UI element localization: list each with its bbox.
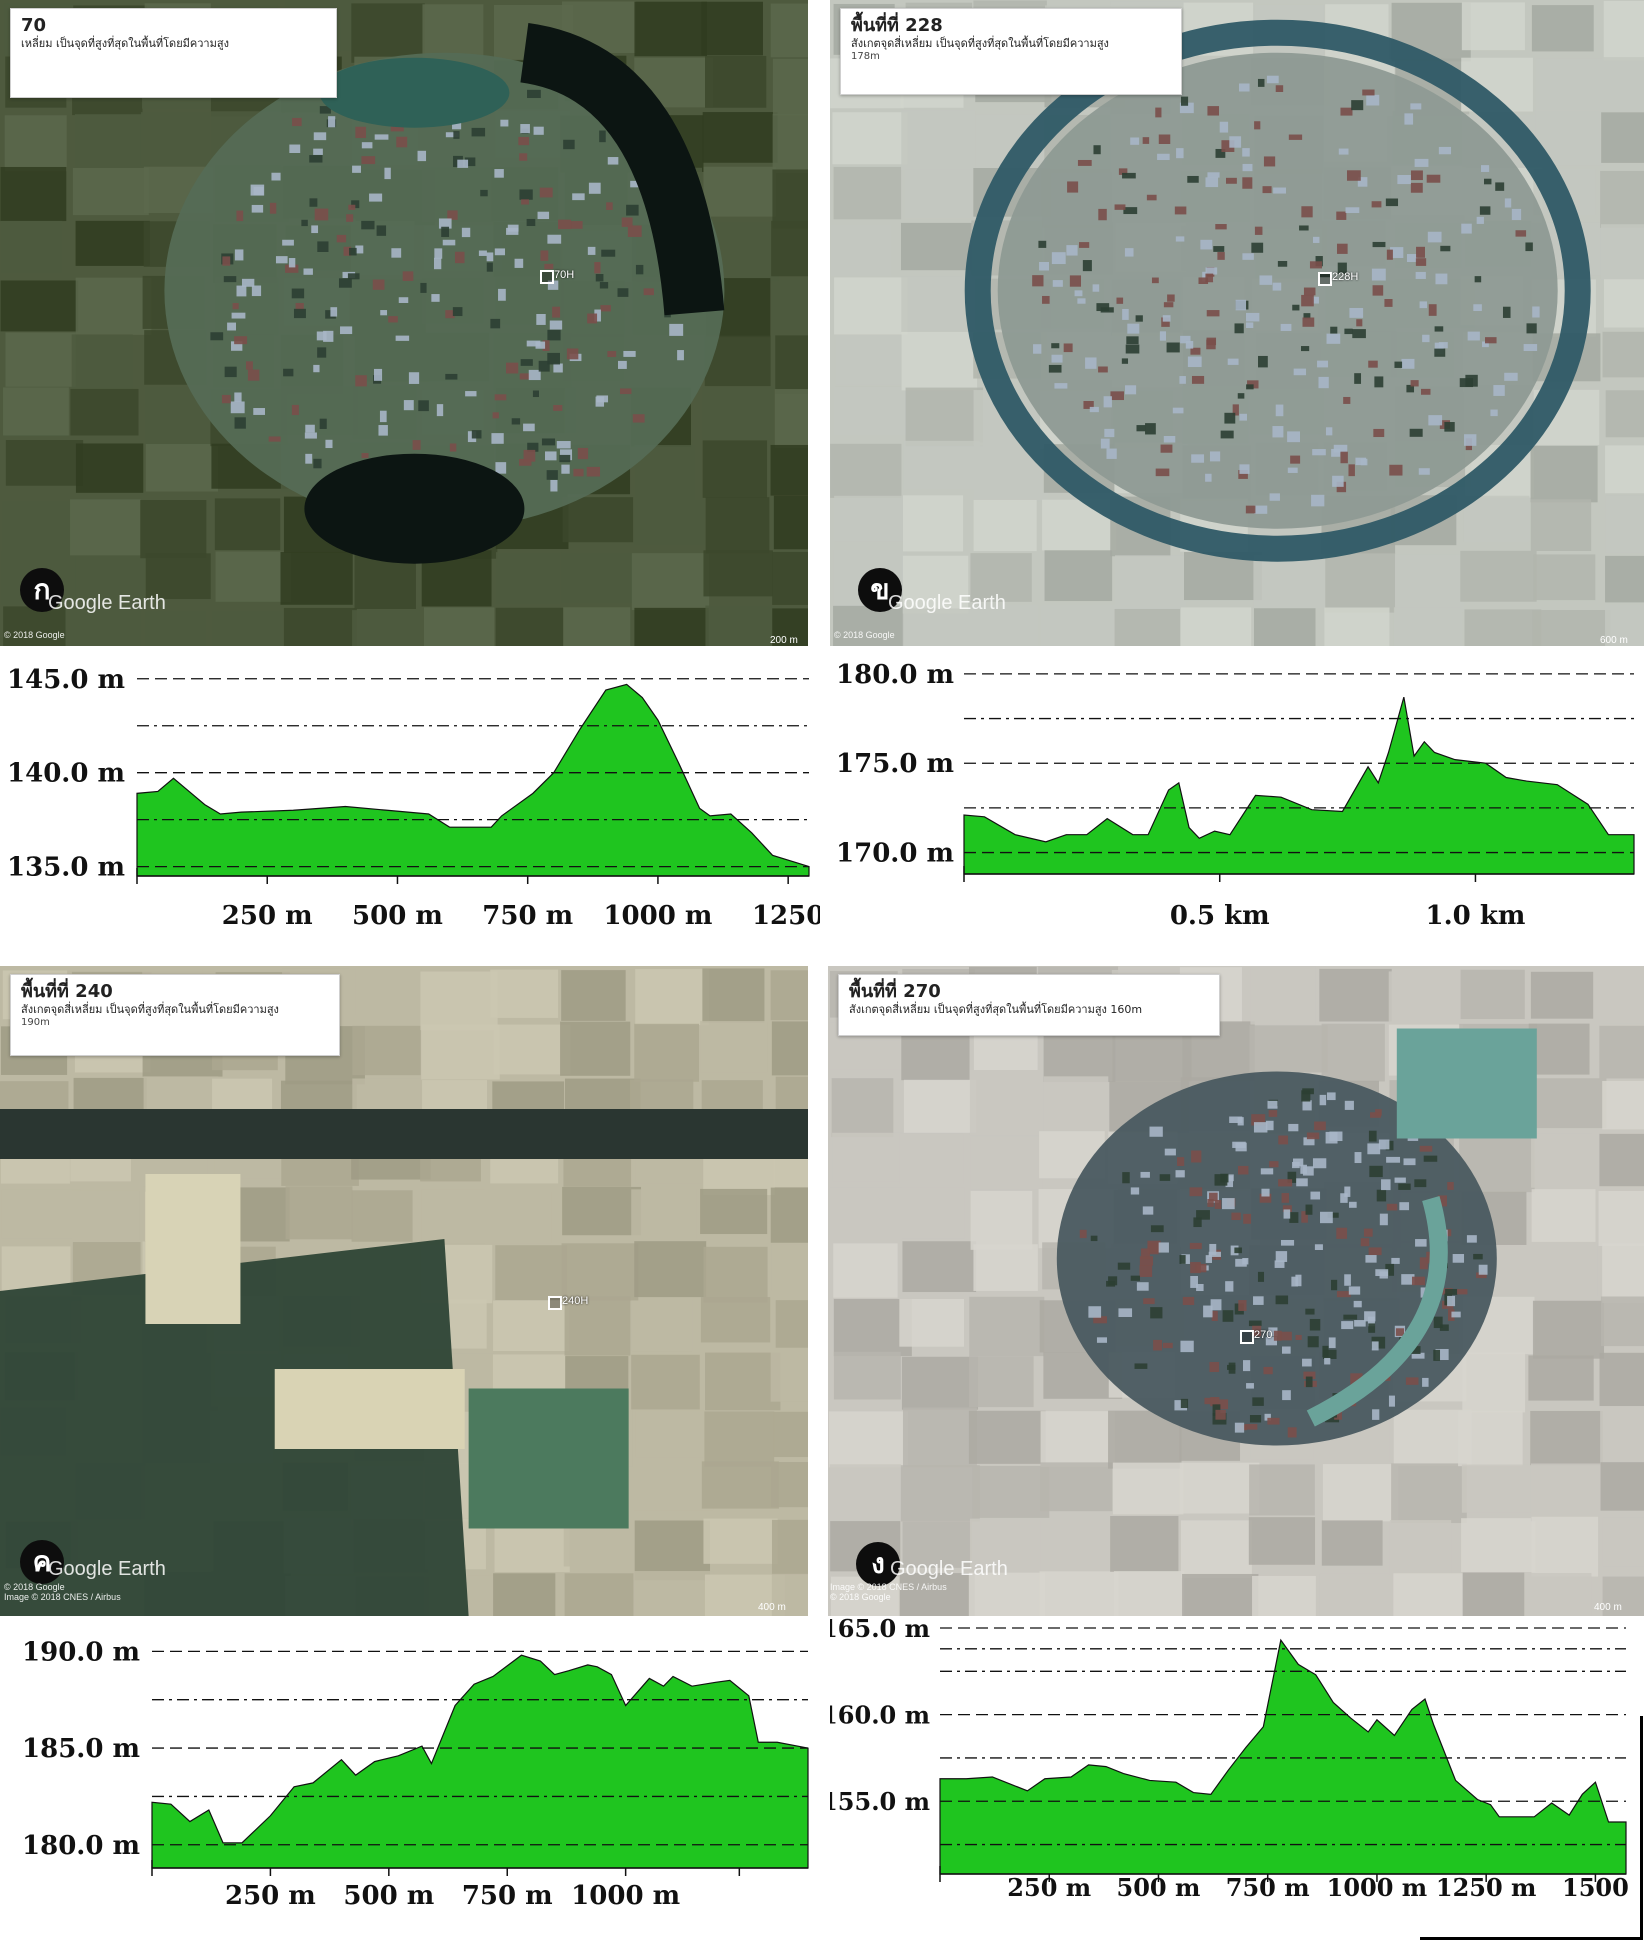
google-earth-watermark: Google Earth <box>890 1558 1008 1580</box>
summit-marker-icon <box>540 270 554 284</box>
elevation-profile-chart-ngo: 250 m 500 m 750 m 1000 m 1250 m 1500 165.0 m 16… <box>821 1614 1644 1946</box>
elevation-area-series <box>136 683 810 877</box>
area-description: สังเกตจุดสี่เหลี่ยม เป็นจุดที่สูงที่สุดใ… <box>849 1003 1143 1016</box>
x-tick-label: 250 m <box>1007 1873 1091 1902</box>
elevation-area-series <box>963 696 1635 875</box>
x-tick-label: 500 m <box>343 1881 434 1911</box>
google-earth-watermark: Google Earth <box>888 592 1006 614</box>
height-note: 190m <box>21 1017 50 1028</box>
x-tick-label: 1000 m <box>571 1881 680 1911</box>
x-tick-label: 500 m <box>1117 1873 1201 1902</box>
y-tick-label: 175.0 m <box>836 749 954 779</box>
height-note: 178m <box>851 51 880 62</box>
y-tick-label: 165.0 m <box>830 1618 930 1643</box>
map-scale-label: 600 m <box>1600 635 1628 646</box>
map-scale-label: 400 m <box>758 1602 786 1613</box>
area-title: 70 <box>21 15 47 36</box>
google-earth-watermark: Google Earth <box>48 592 166 614</box>
y-tick-label: 145.0 m <box>7 665 125 695</box>
area-title: พื้นที่ที่ 228 <box>851 15 943 36</box>
x-tick-label: 250 m <box>222 901 313 931</box>
y-tick-label: 170.0 m <box>836 839 954 869</box>
map-scale-label: 200 m <box>770 635 798 646</box>
satellite-image-kho: พื้นที่ที่ 228 สังเกตจุดสี่เหลี่ยม เป็นจุ… <box>830 0 1644 646</box>
imagery-copyright: Image © 2018 CNES / Airbus <box>830 1582 947 1592</box>
y-tick-label: 155.0 m <box>830 1787 930 1816</box>
imagery-copyright: Image © 2018 CNES / Airbus <box>4 1592 121 1602</box>
area-description: สังเกตจุดสี่เหลี่ยม เป็นจุดที่สูงที่สุดใ… <box>851 37 1109 50</box>
elevation-area-series <box>151 1654 809 1869</box>
area-description: เหลี่ยม เป็นจุดที่สูงที่สุดในพื้นที่โดยม… <box>21 37 229 50</box>
area-title: พื้นที่ที่ 240 <box>21 981 113 1002</box>
panel-label-badge: ง <box>856 1542 900 1586</box>
info-box: พื้นที่ที่ 240 สังเกตจุดสี่เหลี่ยม เป็นจุ… <box>10 974 340 1056</box>
x-tick-label: 1500 <box>1562 1873 1629 1902</box>
summit-marker-icon <box>548 1296 562 1310</box>
satellite-image-ka: 70 เหลี่ยม เป็นจุดที่สูงที่สุดในพื้นที่โด… <box>0 0 808 646</box>
satellite-imagery-d <box>828 966 1644 1616</box>
imagery-copyright: © 2018 Google <box>4 1582 65 1592</box>
satellite-image-ngo: พื้นที่ที่ 270 สังเกตจุดสี่เหลี่ยม เป็นจุ… <box>828 966 1644 1616</box>
info-box: พื้นที่ที่ 228 สังเกตจุดสี่เหลี่ยม เป็นจุ… <box>840 8 1182 95</box>
elevation-profile-chart-ka: 250 m 500 m 750 m 1000 m 1250 145.0 m 140.0 m 1… <box>0 648 824 938</box>
x-tick-label: 1.0 km <box>1426 901 1526 931</box>
summit-marker-label: 270 <box>1254 1329 1273 1341</box>
y-tick-label: 180.0 m <box>22 1831 140 1861</box>
x-tick-label: 750 m <box>482 901 573 931</box>
panel-label-badge: ข <box>858 568 902 612</box>
x-tick-label: 500 m <box>352 901 443 931</box>
x-tick-label: 1250 <box>752 901 820 931</box>
x-tick-label: 250 m <box>225 1881 316 1911</box>
satellite-imagery-a <box>0 0 808 646</box>
summit-marker-icon <box>1318 272 1332 286</box>
elevation-profile-chart-kho-khwai: 250 m 500 m 750 m 1000 m 190.0 m 185.0 m 180.0… <box>0 1618 820 1918</box>
imagery-copyright: © 2018 Google <box>830 1592 891 1602</box>
satellite-imagery-c <box>0 966 808 1616</box>
summit-marker-label: 240H <box>562 1295 589 1307</box>
imagery-copyright: © 2018 Google <box>4 630 65 640</box>
x-tick-label: 0.5 km <box>1170 901 1270 931</box>
panel-label-badge: ก <box>20 568 64 612</box>
info-box: 70 เหลี่ยม เป็นจุดที่สูงที่สุดในพื้นที่โด… <box>10 8 337 98</box>
google-earth-watermark: Google Earth <box>48 1558 166 1580</box>
x-tick-label: 1250 m <box>1436 1873 1537 1902</box>
x-tick-label: 750 m <box>462 1881 553 1911</box>
area-title: พื้นที่ที่ 270 <box>849 981 941 1002</box>
x-tick-label: 750 m <box>1226 1873 1310 1902</box>
x-tick-label: 1000 m <box>1327 1873 1428 1902</box>
x-tick-label: 1000 m <box>603 901 712 931</box>
map-scale-label: 400 m <box>1594 1602 1622 1613</box>
elevation-profile-chart-kho: 0.5 km 1.0 km 180.0 m 175.0 m 170.0 m <box>830 648 1644 938</box>
panel-label-badge: ค <box>20 1540 64 1584</box>
frame-line-bottom <box>1420 1937 1643 1940</box>
satellite-image-kho-khwai: พื้นที่ที่ 240 สังเกตจุดสี่เหลี่ยม เป็นจุ… <box>0 966 808 1616</box>
satellite-imagery-b <box>830 0 1644 646</box>
info-box: พื้นที่ที่ 270 สังเกตจุดสี่เหลี่ยม เป็นจุ… <box>838 974 1220 1036</box>
elevation-area-series <box>939 1638 1627 1875</box>
y-tick-label: 185.0 m <box>22 1734 140 1764</box>
y-tick-label: 140.0 m <box>7 759 125 789</box>
summit-marker-icon <box>1240 1330 1254 1344</box>
summit-marker-label: 70H <box>554 269 575 281</box>
frame-line-right <box>1640 1716 1643 1938</box>
y-tick-label: 135.0 m <box>7 853 125 883</box>
y-tick-label: 190.0 m <box>22 1637 140 1667</box>
imagery-copyright: © 2018 Google <box>834 630 895 640</box>
y-tick-label: 180.0 m <box>836 660 954 690</box>
summit-marker-label: 228H <box>1332 271 1359 283</box>
area-description: สังเกตจุดสี่เหลี่ยม เป็นจุดที่สูงที่สุดใ… <box>21 1003 279 1016</box>
y-tick-label: 160.0 m <box>830 1701 930 1730</box>
